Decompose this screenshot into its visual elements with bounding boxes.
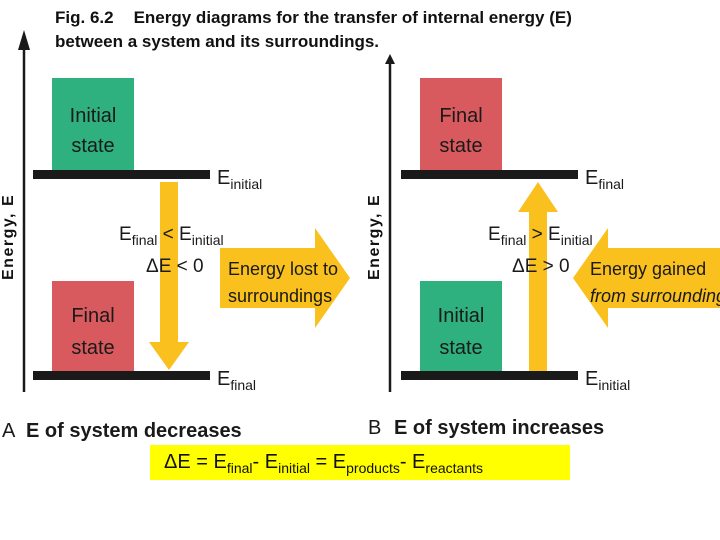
upper-level-label-a: Einitial <box>217 167 262 192</box>
final-state-box-b <box>420 78 502 170</box>
energy-gained-arrow <box>573 228 720 328</box>
energy-lost-label-line1: Energy lost to <box>228 259 338 279</box>
caption-text-2: between a system and its surroundings. <box>55 32 380 51</box>
panel-letter-a: A <box>2 420 16 442</box>
delta-label-b: ΔE > 0 <box>512 256 570 277</box>
formula-sub: initial <box>278 460 310 476</box>
energy-lost-arrow <box>220 228 350 328</box>
axis-arrowhead-b <box>385 54 395 64</box>
initial-state-label-b-line1: Initial <box>438 305 485 327</box>
initial-state-label-b-line2: state <box>439 337 482 359</box>
up-arrow-b <box>518 182 558 372</box>
energy-lost-label-line2: surroundings <box>228 286 332 306</box>
lower-level-label-b: Einitial <box>585 368 630 393</box>
final-state-label-a-line1: Final <box>71 305 114 327</box>
formula-sub: products <box>346 460 400 476</box>
initial-state-box-a <box>52 78 134 170</box>
condition-label-b: Efinal > Einitial <box>488 224 593 248</box>
lower-energy-level-a <box>33 371 210 380</box>
upper-level-label-b: Efinal <box>585 167 624 192</box>
panel-a: Energy, E Initial state Einitial Efinal … <box>0 30 350 442</box>
upper-energy-level-b <box>401 170 578 179</box>
condition-label-a: Efinal < Einitial <box>119 224 224 248</box>
energy-gained-label-line1: Energy gained <box>590 259 706 279</box>
caption-text-1: Energy diagrams for the transfer of inte… <box>133 8 572 27</box>
delta-label-a: ΔE < 0 <box>146 256 204 277</box>
caption-line-1: Fig. 6.2 Energy diagrams for the transfer… <box>55 6 715 30</box>
final-state-label-b-line1: Final <box>439 105 482 127</box>
formula-sub: reactants <box>425 460 483 476</box>
down-arrow-a <box>149 182 189 370</box>
lower-level-label-a: Efinal <box>217 368 256 393</box>
energy-gained-label-line2: from surroundings <box>590 286 720 306</box>
formula-part: ΔE = E <box>164 451 227 473</box>
figure-number: Fig. 6.2 <box>55 8 114 27</box>
initial-state-label-a-line2: state <box>71 135 114 157</box>
axis-label-a: Energy, E <box>0 194 17 280</box>
formula-part: = E <box>310 451 347 473</box>
formula-part: - E <box>399 451 426 473</box>
lower-energy-level-b <box>401 371 578 380</box>
axis-label-b: Energy, E <box>366 194 383 280</box>
panel-letter-b: B <box>368 417 381 439</box>
energy-change-formula: ΔE = Efinal- Einitial = Eproducts- Ereac… <box>150 445 570 480</box>
panel-title-b: E of system increases <box>394 417 604 439</box>
initial-state-box-b <box>420 281 502 371</box>
upper-energy-level-a <box>33 170 210 179</box>
final-state-label-a-line2: state <box>71 337 114 359</box>
formula-part: - E <box>252 451 279 473</box>
panel-b: Energy, E Final state Efinal Efinal > Ei… <box>366 54 720 439</box>
panel-title-a: E of system decreases <box>26 420 242 442</box>
final-state-label-b-line2: state <box>439 135 482 157</box>
initial-state-label-a-line1: Initial <box>70 105 117 127</box>
final-state-box-a <box>52 281 134 371</box>
figure-caption: Fig. 6.2 Energy diagrams for the transfer… <box>55 6 715 54</box>
axis-arrowhead-a <box>18 30 30 50</box>
formula-sub: final <box>226 460 253 476</box>
